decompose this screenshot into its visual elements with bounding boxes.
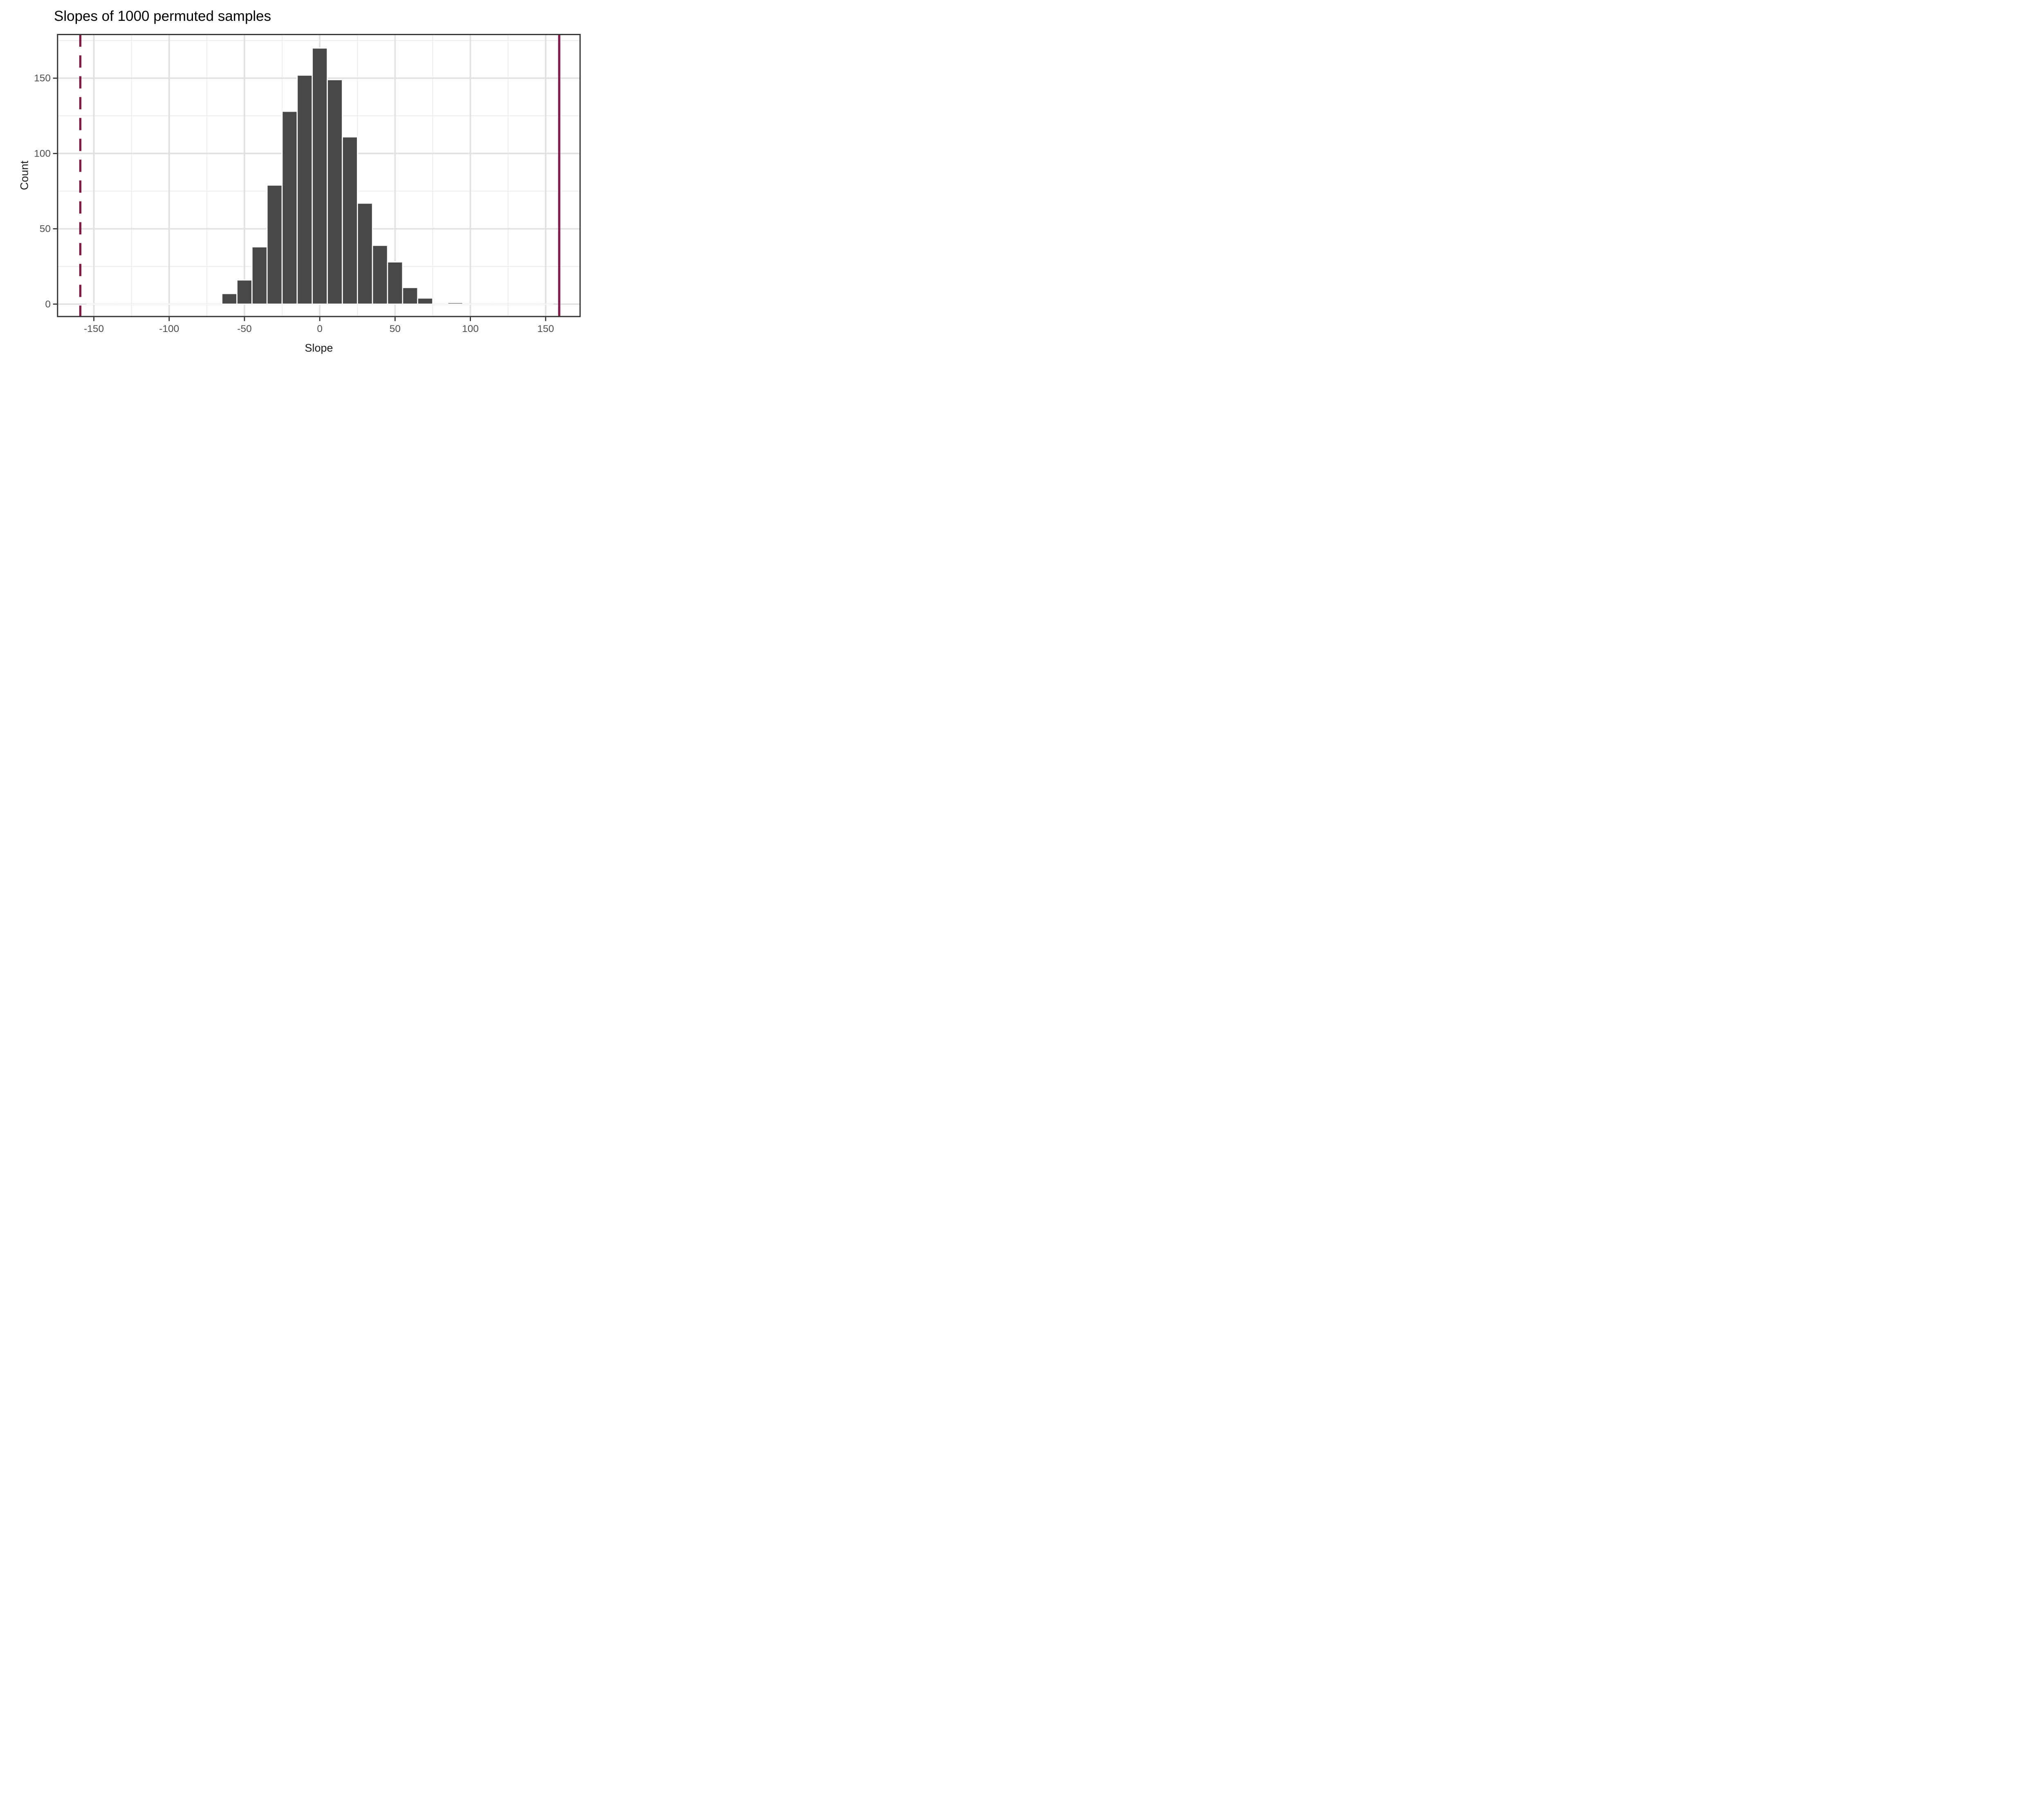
histogram-svg: -150 -100 -50 0 50 100 150 0 50 100 150 [34,34,581,334]
histogram-bar [327,79,343,305]
histogram-bar [387,261,403,305]
histogram-bar [296,74,313,305]
y-tick-label: 100 [34,148,51,159]
permutation-slope-histogram-figure: -150 -100 -50 0 50 100 150 0 50 100 150 Slopes of … [0,0,589,364]
y-tick-label: 0 [45,299,51,310]
chart-title: Slopes of 1000 permuted samples [54,8,271,24]
histogram-bar [236,279,253,305]
x-tick-label: 100 [462,323,479,334]
histogram-bar [356,202,373,305]
histogram-bar [402,287,418,305]
y-tick-label: 50 [40,224,51,235]
panel-border [57,34,581,317]
histogram-bar [372,244,388,305]
histogram-bar [312,47,328,305]
histogram-bar [417,297,433,305]
histogram-bar [281,110,298,305]
x-tick-label: -100 [159,323,179,334]
histogram-bar [447,302,464,305]
x-tick-label: -150 [84,323,104,334]
x-axis-title: Slope [305,342,333,354]
y-tick-label: 150 [34,73,51,84]
histogram-bar [251,246,268,305]
y-axis-title: Count [18,160,31,191]
histogram-bar [342,136,358,305]
histogram-bar [266,184,283,305]
x-tick-label: -50 [237,323,251,334]
x-tick-label: 150 [537,323,554,334]
x-tick-label: 50 [390,323,401,334]
histogram-bar [221,293,238,305]
x-tick-label: 0 [317,323,323,334]
